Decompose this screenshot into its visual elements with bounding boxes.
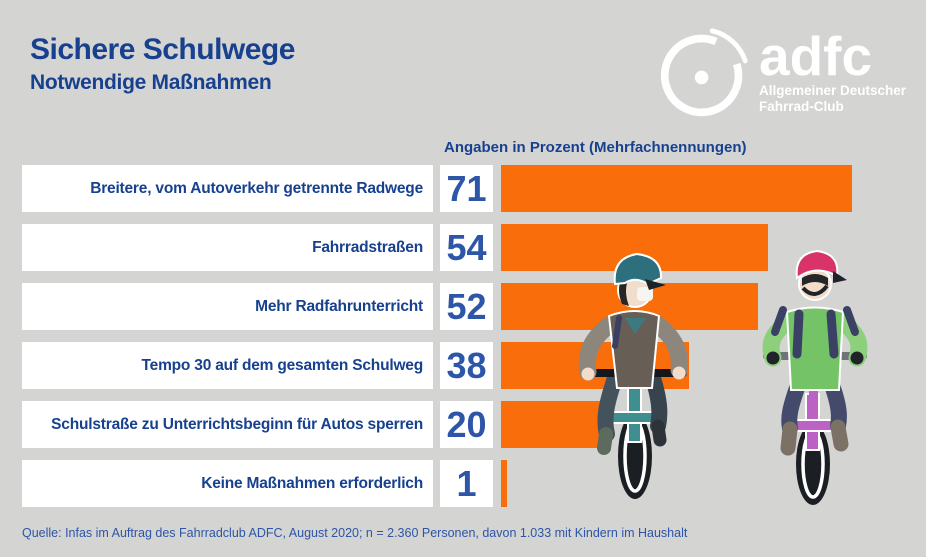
bar-category-label: Tempo 30 auf dem gesamten Schulweg: [141, 356, 424, 374]
chart-title: Angaben in Prozent (Mehrfachnennungen): [444, 139, 747, 156]
bar-label-box: Schulstraße zu Unterrichtsbeginn für Aut…: [22, 401, 433, 448]
adfc-logo: adfc Allgemeiner Deutscher Fahrrad-Club: [656, 26, 906, 123]
bar-label-box: Mehr Radfahrunterricht: [22, 283, 433, 330]
chart-row: Breitere, vom Autoverkehr getrennte Radw…: [0, 165, 926, 212]
bar: [501, 401, 600, 448]
chart-row: Fahrradstraßen 54: [0, 224, 926, 271]
bar-value: 54: [440, 224, 493, 271]
page-title: Sichere Schulwege: [30, 33, 295, 66]
adfc-tagline: Allgemeiner Deutscher Fahrrad-Club: [759, 83, 906, 115]
adfc-logo-text: adfc Allgemeiner Deutscher Fahrrad-Club: [759, 25, 906, 115]
child-cyclist-right: [762, 249, 868, 505]
bar-category-label: Fahrradstraßen: [312, 238, 423, 256]
bar-label-box: Fahrradstraßen: [22, 224, 433, 271]
chart-row: Keine Maßnahmen erforderlich 1: [0, 460, 926, 507]
bar: [501, 460, 507, 507]
bar-category-label: Mehr Radfahrunterricht: [255, 297, 423, 315]
chart-row: Schulstraße zu Unterrichtsbeginn für Aut…: [0, 401, 926, 448]
adfc-wheel-icon: [660, 28, 748, 117]
child-cyclist-left: [578, 252, 688, 499]
adfc-tagline-line2: Fahrrad-Club: [759, 99, 844, 115]
bar: [501, 165, 852, 212]
bar-value: 38: [440, 342, 493, 389]
bar-value: 52: [440, 283, 493, 330]
bar-category-label: Schulstraße zu Unterrichtsbeginn für Aut…: [51, 415, 423, 433]
adfc-tagline-line1: Allgemeiner Deutscher: [759, 83, 907, 99]
bar-value: 1: [440, 460, 493, 507]
bar-value: 71: [440, 165, 493, 212]
two-children-cycling-illustration: [578, 249, 868, 505]
source-note: Quelle: Infas im Auftrag des Fahrradclub…: [22, 526, 688, 540]
bar-value: 20: [440, 401, 493, 448]
bar-category-label: Breitere, vom Autoverkehr getrennte Radw…: [90, 179, 423, 197]
header: Sichere Schulwege Notwendige Maßnahmen: [30, 34, 295, 95]
bar-label-box: Tempo 30 auf dem gesamten Schulweg: [22, 342, 433, 389]
adfc-wordmark: adfc: [759, 25, 873, 87]
bar-category-label: Keine Maßnahmen erforderlich: [201, 474, 423, 492]
bar-label-box: Keine Maßnahmen erforderlich: [22, 460, 433, 507]
page-subtitle: Notwendige Maßnahmen: [30, 70, 272, 94]
bar-label-box: Breitere, vom Autoverkehr getrennte Radw…: [22, 165, 433, 212]
